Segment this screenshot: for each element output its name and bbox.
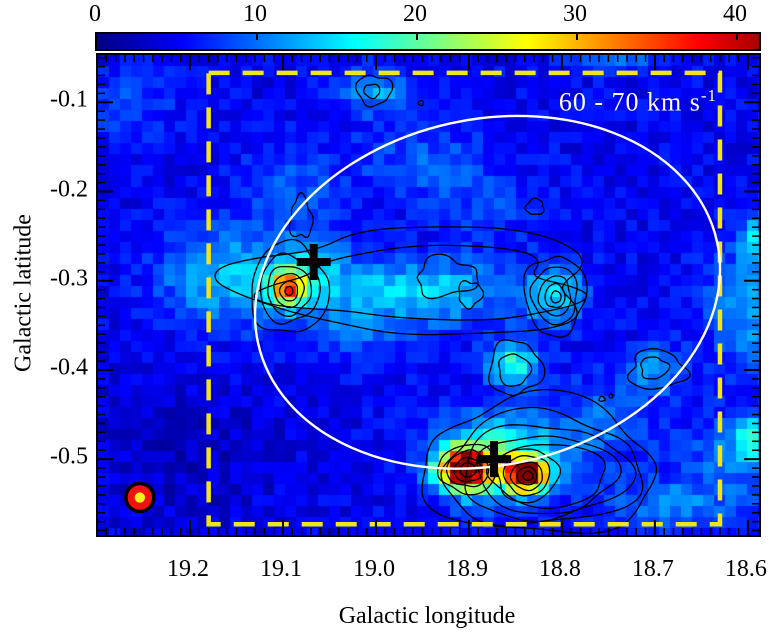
contour-ring (214, 226, 583, 336)
contour-ring (544, 282, 566, 309)
velocity-range-label: 60 - 70 km s-1 (559, 86, 717, 118)
contour-ring (516, 466, 538, 486)
colorbar-tick (736, 34, 738, 40)
velocity-exponent: -1 (700, 86, 717, 105)
beam-center (134, 492, 146, 503)
colorbar-tick-label: 30 (563, 1, 587, 27)
contour-ring (417, 99, 425, 107)
contour-ring (598, 395, 606, 403)
contour-ring (523, 255, 588, 338)
contour-ring (278, 280, 299, 302)
colorbar-tick (256, 34, 258, 40)
contour-ring (440, 406, 644, 527)
contour-ring (476, 435, 622, 515)
y-tick-label: -0.3 (50, 265, 88, 292)
contour-ring (524, 197, 545, 215)
colorbar (95, 32, 761, 51)
cross-marker (477, 441, 512, 478)
colorbar-tick (576, 34, 578, 40)
contour-ring (436, 443, 497, 496)
contour-ring (458, 280, 485, 310)
y-tick-label: -0.2 (50, 176, 88, 202)
contour-ring (537, 275, 572, 317)
map-panel: 60 - 70 km s-1 (96, 53, 761, 537)
contour-ring (502, 455, 551, 497)
x-tick-label: 18.7 (631, 556, 674, 582)
contour-ring (273, 272, 305, 309)
y-tick-label: -0.1 (50, 86, 88, 113)
contour-ring (267, 265, 313, 317)
colorbar-tick-label: 40 (723, 1, 747, 27)
y-tick-label: -0.4 (50, 354, 88, 381)
signal-ellipse (253, 114, 722, 470)
x-tick-label: 19.2 (167, 556, 210, 582)
x-tick-label: 18.9 (445, 556, 488, 582)
colorbar-tick (416, 34, 418, 40)
contour-ring (550, 290, 562, 304)
contour-ring (640, 356, 671, 380)
contour-ring (488, 339, 546, 397)
colorbar-gradient (97, 34, 759, 49)
x-tick-label: 19.1 (260, 556, 302, 582)
contour-ring (354, 74, 394, 108)
axis-ticks (98, 55, 759, 535)
colorbar-tick-label: 20 (403, 1, 427, 27)
x-tick-label: 18.6 (724, 556, 767, 582)
contour-ring (445, 449, 490, 488)
contour-ring (608, 393, 614, 399)
x-tick-label: 19.0 (352, 556, 395, 582)
contour-ring (284, 285, 294, 297)
contour-ring (416, 253, 479, 300)
x-tick-label: 18.8 (538, 556, 581, 582)
contour-ring (485, 444, 606, 509)
contour-ring (522, 470, 534, 481)
velocity-range-text: 60 - 70 km s (558, 87, 701, 117)
colorbar-tick-label: 10 (243, 1, 267, 27)
contour-ring (498, 353, 533, 387)
x-axis-title: Galactic longitude (338, 603, 516, 629)
y-tick-label: -0.5 (50, 443, 88, 470)
colorbar-tick-label: 0 (89, 1, 101, 27)
y-axis-title: Galactic latitude (10, 214, 37, 372)
contour-ring (529, 266, 578, 326)
contour-ring (363, 83, 381, 100)
cross-marker (296, 243, 331, 280)
contour-ring (421, 388, 658, 535)
contour-ring (509, 461, 543, 492)
map-overlay (98, 55, 759, 535)
survey-box (206, 70, 723, 527)
